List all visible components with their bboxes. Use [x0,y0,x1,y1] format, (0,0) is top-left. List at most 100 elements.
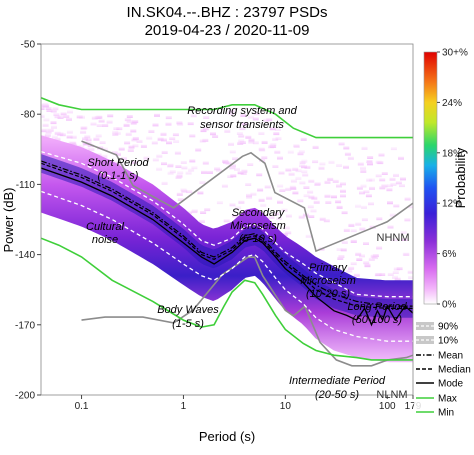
psd-cell [166,141,172,145]
psd-cell [387,272,394,276]
psd-cell [57,132,64,136]
psd-cell [51,135,58,139]
psd-cell [238,200,245,204]
y-tick-label: -140 [15,250,35,261]
psd-cell [307,190,314,194]
x-tick-label: 100 [379,401,396,412]
chart-title: IN.SK04.--.BHZ : 23797 PSDs [127,4,328,21]
psd-cell [84,135,91,139]
psd-cell [379,178,386,182]
psd-cell [240,113,247,117]
psd-cell [43,118,50,122]
legend: 90% 10% Mean Median Mode Max Min [414,316,474,420]
psd-cell [63,114,70,118]
annotation-line: (10-20 s) [306,288,350,300]
psd-cell [381,184,388,188]
psd-cell [235,206,242,210]
psd-cell [118,147,125,151]
psd-cell [332,179,339,183]
psd-cell [195,148,202,152]
psd-cell [246,195,253,199]
psd-cell [214,167,221,171]
psd-cell [169,137,176,141]
psd-cell [356,186,363,190]
colorbar-tick-label: 18% [442,148,462,159]
colorbar-label: Probability [453,147,468,208]
psd-cell [45,107,52,110]
annotation-line: Primary [309,262,348,274]
psd-cell [340,248,347,252]
psd-cell [175,165,182,168]
psd-cell [263,118,270,122]
psd-cell [200,211,207,214]
psd-cell [355,222,362,226]
psd-cell [377,161,384,165]
psd-cell [348,223,355,227]
colorbar-tick-label: 6% [442,249,457,260]
psd-cell [374,273,381,277]
psd-cell [298,215,305,219]
legend-label: 90% [438,322,458,333]
psd-cell [66,117,72,121]
psd-cell [91,116,98,120]
annotation-recording-system: Recording system and sensor transients [187,105,297,131]
psd-cell [355,252,362,256]
annotation-short-period: Short Period (0.1-1 s) [87,157,149,182]
psd-cell [202,161,209,165]
psd-cell [143,156,150,160]
psd-cell [407,270,413,274]
legend-label: Mode [438,379,463,390]
psd-cell [210,132,216,136]
psd-cell [229,150,236,154]
psd-cell [66,130,73,134]
psd-cell [187,122,194,126]
psd-cell [303,186,310,189]
colorbar-tick-label: 30+% [442,48,468,59]
psd-cell [408,205,413,209]
y-tick-label: -50 [21,40,36,51]
psd-cell [237,171,244,175]
psd-cell [350,262,357,266]
psd-cell [132,144,139,148]
annotation-long-period: Long Period (50-100 s) [347,301,407,326]
psd-cell [307,205,314,209]
series-median-line [41,162,413,309]
psd-cell [199,139,206,143]
psd-cell [223,219,230,223]
psd-cell [360,166,366,170]
psd-cell [303,194,310,198]
legend-label: 10% [438,336,458,347]
nhnm-line [81,140,413,253]
psd-cell [403,252,410,256]
annotation-line: Body Waves [157,304,219,316]
series-min-line [41,237,413,361]
psd-cell [393,204,400,208]
series-mode-line [41,167,413,327]
annotation-intermediate-period: Intermediate Period (20-50 s) [289,375,386,401]
psd-cell [50,121,57,125]
psd-cell [292,167,299,171]
psd-cell [336,247,343,251]
y-axis-label: Power (dB) [1,187,16,252]
psd-cell [185,171,192,175]
psd-cell [379,273,386,276]
psd-cell [273,212,280,216]
psd-cell [87,144,94,148]
psd-cell [302,173,309,177]
psd-cell [292,191,299,195]
annotation-line: Microseism [300,275,356,287]
psd-cell [101,154,108,158]
psd-cell [290,179,297,183]
psd-cell [152,123,159,127]
psd-cell [337,256,344,260]
y-tick-label: -170 [15,320,35,331]
psd-cell [272,164,279,168]
psd-cell [82,137,88,141]
nlnm-label: NLNM [376,389,407,401]
psd-cell [245,135,252,139]
psd-cell [181,189,188,193]
psd-cell [41,129,47,133]
psd-cell [359,191,365,195]
psd-cell [361,146,368,150]
psd-cell [238,134,245,138]
